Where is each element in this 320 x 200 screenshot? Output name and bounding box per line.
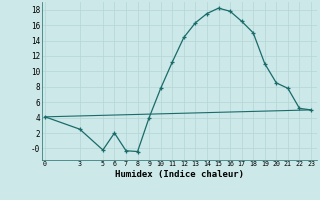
X-axis label: Humidex (Indice chaleur): Humidex (Indice chaleur) xyxy=(115,170,244,179)
